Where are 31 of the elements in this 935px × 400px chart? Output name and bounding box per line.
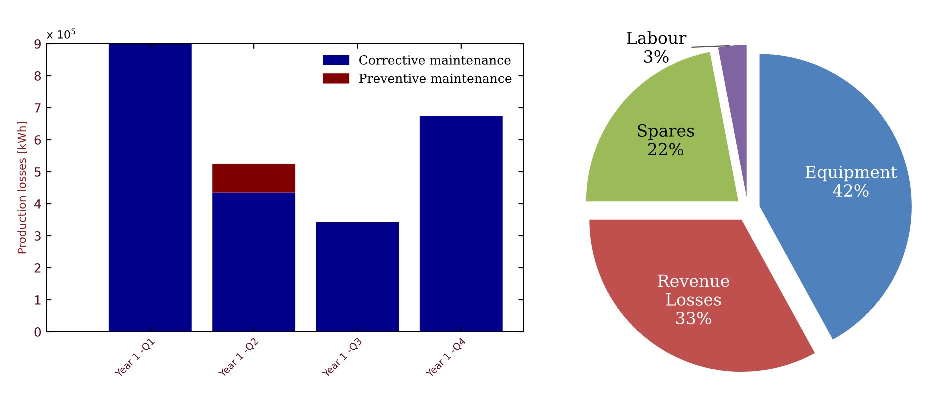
text: x 10$^{5}$ <box>47 28 76 39</box>
bar <box>108 44 192 332</box>
bar <box>316 222 400 332</box>
y-axis-title: Production losses [kWh] <box>18 122 28 254</box>
slice-label: Revenue Losses <box>658 274 730 306</box>
y-tick-label: 1 <box>35 296 41 305</box>
x-tick-label: Year 1 -Q1 <box>114 338 156 379</box>
y-tick-label: 4 <box>34 200 42 209</box>
slice-label: Equipment <box>806 166 898 182</box>
data-label: 42% <box>833 184 869 198</box>
y-tick-label: 7 <box>34 104 41 113</box>
legend-label: Corrective maintenance <box>360 55 511 65</box>
x-tick-label: Year 1 -Q2 <box>218 338 260 379</box>
slice-label: Labour <box>627 31 687 44</box>
slice-label: Spares <box>638 124 694 140</box>
data-label: 3% <box>644 50 669 64</box>
y-tick-label: 5 <box>34 168 41 177</box>
x-tick-label: Year 1 -Q4 <box>426 337 468 379</box>
y-tick-label: 6 <box>34 135 42 145</box>
bar <box>212 164 296 193</box>
y-tick-label: 0 <box>34 327 42 337</box>
x-tick-label: Year 1 -Q3 <box>322 338 364 379</box>
bar <box>212 192 296 332</box>
y-tick-label: 9 <box>34 39 42 49</box>
bar <box>420 116 503 332</box>
y-tick-label: 8 <box>34 71 42 81</box>
data-label: 22% <box>648 143 684 156</box>
y-tick-label: 2 <box>34 263 41 273</box>
legend-label: Preventive maintenance <box>360 74 512 84</box>
data-label: 33% <box>676 312 712 325</box>
y-tick-label: 3 <box>34 231 41 241</box>
